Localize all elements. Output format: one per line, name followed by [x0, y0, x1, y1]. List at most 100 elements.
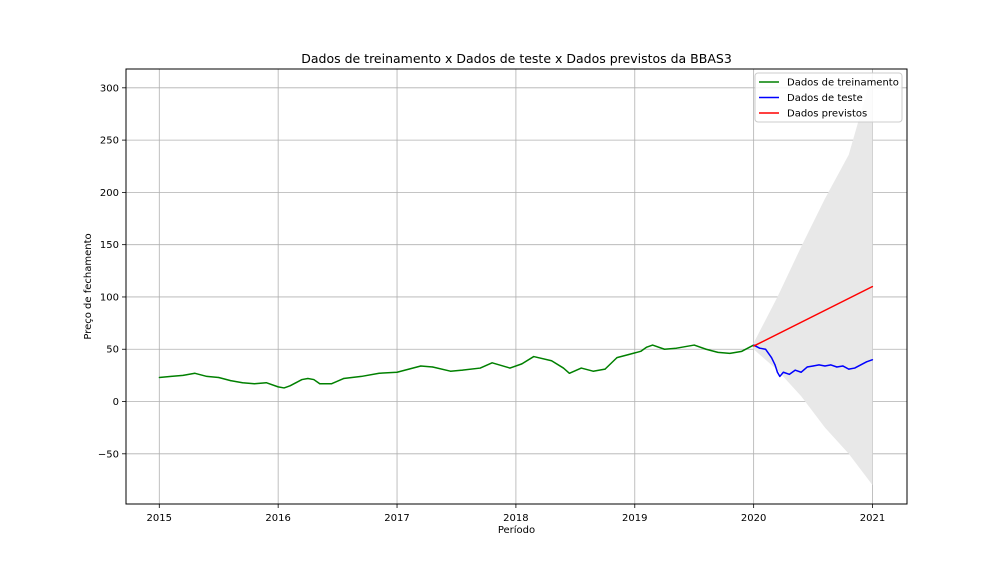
data-point-1 — [764, 348, 767, 350]
data-point-0 — [449, 370, 452, 372]
data-point-0 — [331, 383, 333, 385]
data-point-0 — [301, 378, 303, 381]
y-tick-label: 300 — [100, 83, 119, 94]
x-axis-label: Período — [498, 524, 535, 536]
legend: Dados de treinamento Dados de teste Dados … — [754, 72, 903, 123]
legend-box — [754, 72, 903, 123]
data-point-1 — [770, 357, 773, 359]
data-point-0 — [319, 383, 321, 385]
y-tick-label: 50 — [106, 345, 119, 356]
legend-label: Dados de treinamento — [787, 78, 899, 89]
data-point-0 — [289, 385, 291, 387]
data-point-0 — [550, 360, 553, 362]
data-point-1 — [836, 366, 838, 368]
x-tick-label: 2018 — [503, 513, 528, 524]
data-point-0 — [265, 382, 267, 384]
data-point-0 — [479, 367, 481, 369]
x-tick-label: 2021 — [860, 513, 885, 524]
plot-area-frame — [125, 68, 908, 505]
x-tick-label: 2019 — [622, 513, 647, 524]
data-point-0 — [533, 355, 535, 358]
confidence-band-layer — [753, 72, 873, 486]
data-point-0 — [307, 377, 309, 380]
data-point-0 — [283, 387, 285, 389]
data-point-0 — [170, 375, 172, 378]
chart-title: Dados de treinamento x Dados de teste x … — [301, 51, 732, 66]
data-point-0 — [568, 372, 570, 374]
data-point-0 — [521, 363, 523, 365]
x-tick-label: 2015 — [147, 513, 172, 524]
data-point-0 — [182, 374, 184, 376]
y-tick-label: −50 — [98, 449, 119, 460]
confidence-band — [753, 72, 873, 486]
data-point-0 — [342, 377, 345, 380]
data-point-0 — [628, 353, 630, 356]
data-point-0 — [396, 371, 398, 373]
y-tick-label: 0 — [113, 397, 119, 408]
data-point-1 — [794, 369, 796, 371]
data-point-1 — [830, 364, 832, 366]
data-point-1 — [788, 373, 790, 375]
data-point-0 — [717, 351, 719, 353]
data-point-0 — [616, 357, 618, 359]
series-line-2 — [753, 285, 873, 347]
data-point-0 — [652, 344, 654, 346]
data-point-1 — [842, 365, 844, 367]
data-point-0 — [313, 378, 315, 381]
data-point-0 — [705, 348, 707, 350]
data-point-0 — [509, 367, 511, 369]
data-point-0 — [693, 344, 695, 346]
legend-label: Dados previstos — [787, 109, 867, 120]
data-point-0 — [663, 348, 666, 350]
data-point-0 — [277, 386, 279, 388]
data-point-0 — [604, 368, 606, 370]
data-point-0 — [218, 376, 220, 379]
y-tick-label: 100 — [100, 292, 119, 303]
data-point-0 — [408, 368, 410, 370]
data-point-1 — [779, 375, 781, 378]
series-lines — [158, 285, 874, 389]
data-point-0 — [729, 352, 731, 355]
data-point-0 — [580, 367, 582, 369]
y-axis-label: Preço de fechamento — [83, 233, 94, 339]
data-point-0 — [741, 350, 743, 352]
data-point-0 — [420, 365, 422, 367]
data-point-0 — [206, 375, 208, 378]
data-point-1 — [806, 366, 808, 368]
y-tick-label: 150 — [100, 240, 119, 251]
data-point-1 — [871, 359, 874, 361]
data-point-1 — [865, 361, 868, 363]
data-point-0 — [592, 370, 594, 372]
data-point-0 — [640, 350, 642, 352]
data-point-1 — [774, 364, 776, 366]
x-tick-label: 2016 — [265, 513, 290, 524]
data-point-1 — [824, 365, 826, 367]
data-point-1 — [782, 371, 784, 373]
series-line-0 — [159, 344, 755, 389]
data-point-0 — [461, 369, 464, 371]
data-point-0 — [230, 380, 232, 382]
data-point-0 — [675, 347, 677, 349]
data-point-2 — [753, 345, 755, 347]
data-point-1 — [848, 368, 850, 370]
data-point-1 — [812, 365, 814, 367]
y-tick-label: 250 — [100, 136, 119, 147]
data-point-0 — [646, 346, 648, 348]
data-point-1 — [860, 364, 862, 366]
y-axis-ticks: −50 0 50 100 150 200 250 300 — [98, 83, 126, 460]
x-tick-label: 2020 — [741, 513, 766, 524]
data-point-0 — [562, 367, 565, 369]
data-point-1 — [776, 371, 779, 373]
data-point-2 — [871, 285, 874, 288]
y-tick-label: 200 — [100, 188, 119, 199]
data-point-0 — [158, 376, 160, 379]
data-point-1 — [818, 364, 820, 366]
data-point-0 — [295, 382, 297, 384]
data-point-0 — [491, 362, 493, 364]
data-point-0 — [378, 372, 380, 374]
data-point-1 — [800, 371, 802, 373]
legend-label: Dados de teste — [787, 93, 863, 104]
data-point-0 — [360, 375, 362, 378]
x-axis-ticks: 2015 2016 2017 2018 2019 2020 2021 — [147, 504, 885, 524]
